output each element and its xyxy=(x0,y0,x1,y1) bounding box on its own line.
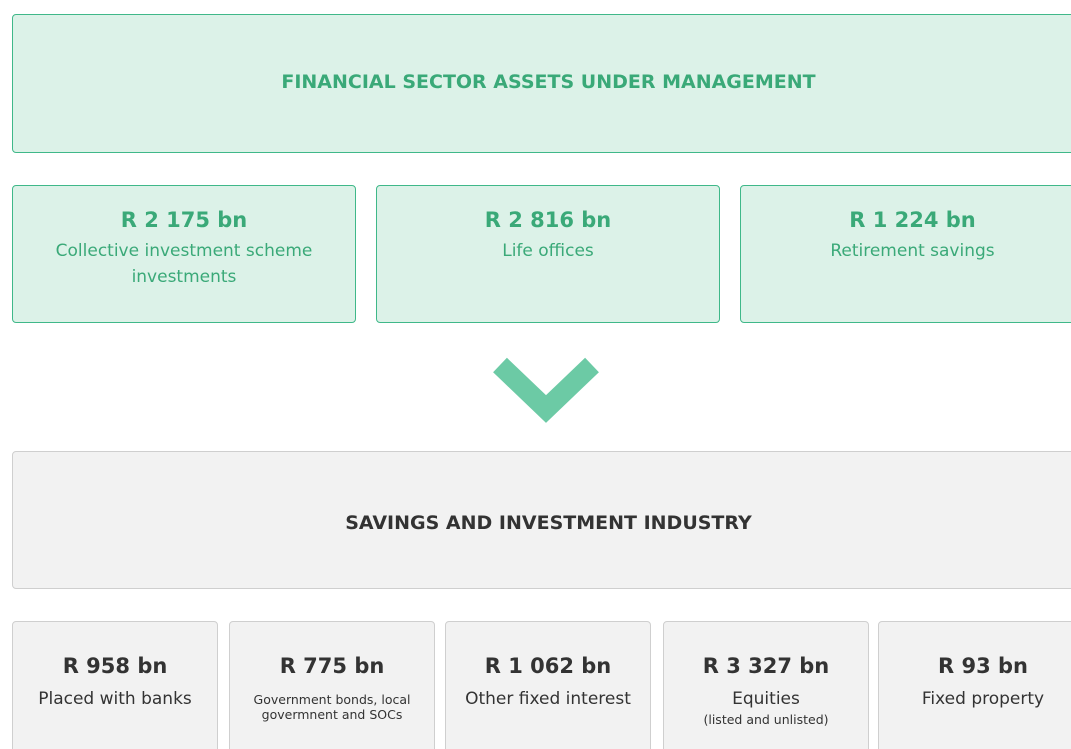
source-label: Retirement savings xyxy=(830,241,995,261)
allocation-box: R 1 062 bn Other fixed interest xyxy=(445,621,651,749)
source-box: R 2 816 bn Life offices xyxy=(376,185,720,323)
allocation-label: Government bonds, local govermnent and S… xyxy=(253,692,411,722)
allocation-label: Equities xyxy=(732,689,800,709)
chevron xyxy=(493,357,599,423)
allocation-label: Other fixed interest xyxy=(465,689,631,709)
source-value: R 2 175 bn xyxy=(120,208,248,232)
allocation-value: R 958 bn xyxy=(62,654,168,678)
allocation-value: R 93 bn xyxy=(938,654,1028,678)
allocation-box: R 93 bn Fixed property xyxy=(878,621,1071,749)
allocation-label: Fixed property xyxy=(921,689,1045,709)
allocation-value: R 775 bn xyxy=(279,654,385,678)
banner-title: SAVINGS AND INVESTMENT INDUSTRY xyxy=(345,512,752,534)
allocation-value: R 3 327 bn xyxy=(702,654,830,678)
source-box: R 1 224 bn Retirement savings xyxy=(740,185,1071,323)
source-value: R 2 816 bn xyxy=(484,208,612,232)
source-box: R 2 175 bn Collective investment scheme i… xyxy=(12,185,356,323)
allocation-note: (listed and unlisted) xyxy=(703,712,829,727)
allocation-label: Placed with banks xyxy=(38,689,192,709)
allocation-box: R 3 327 bn Equities (listed and unlisted) xyxy=(663,621,869,749)
allocation-box: R 958 bn Placed with banks xyxy=(12,621,218,749)
source-label: Life offices xyxy=(502,241,594,261)
source-value: R 1 224 bn xyxy=(849,208,976,232)
allocation-value: R 1 062 bn xyxy=(484,654,612,678)
industry-banner: SAVINGS AND INVESTMENT INDUSTRY xyxy=(12,451,1071,589)
top-banner: FINANCIAL SECTOR ASSETS UNDER MANAGEMENT xyxy=(12,14,1071,153)
source-label: Collective investment scheme investments xyxy=(55,241,313,287)
chevron-line xyxy=(493,357,599,423)
banner-title: FINANCIAL SECTOR ASSETS UNDER MANAGEMENT xyxy=(281,71,816,93)
allocation-box: R 775 bn Government bonds, local govermne… xyxy=(229,621,435,749)
